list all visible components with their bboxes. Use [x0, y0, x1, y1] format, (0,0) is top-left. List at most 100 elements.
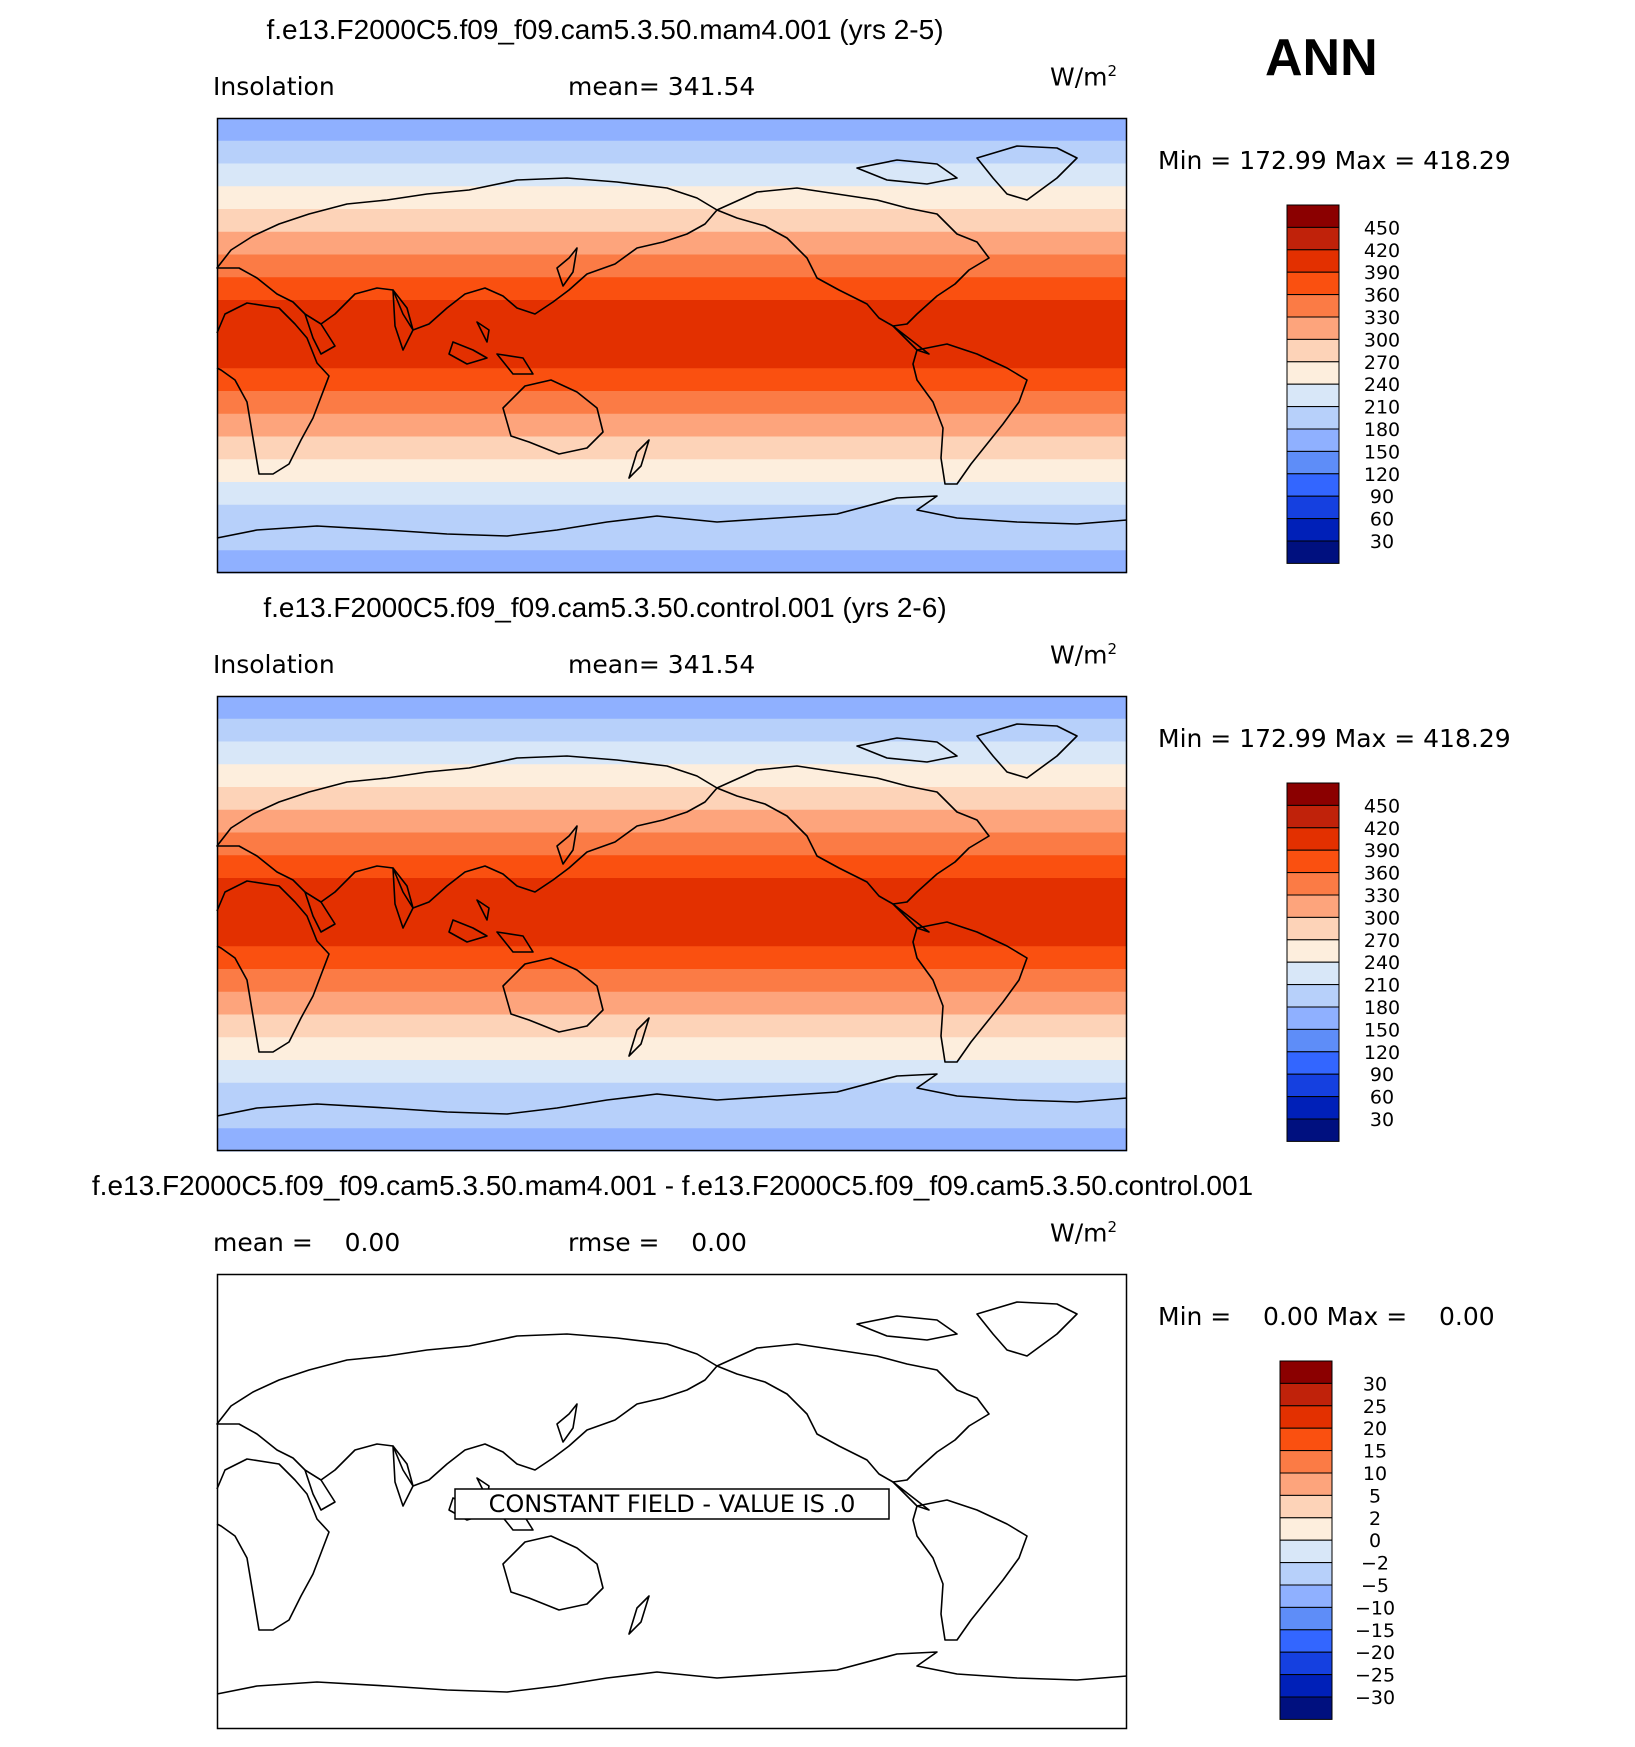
panel-3-rmse-label: rmse = 0.00 [568, 1228, 747, 1257]
zonal-band [217, 254, 1127, 278]
panel-2-title: f.e13.F2000C5.f09_f09.cam5.3.50.control.… [263, 592, 947, 623]
coastline [976, 723, 1078, 779]
zonal-band [217, 946, 1127, 970]
colorbar-tick-label: 330 [1364, 885, 1400, 907]
coastline [216, 1458, 330, 1631]
zonal-band [217, 368, 1127, 392]
colorbar-tick-label: 450 [1364, 217, 1400, 239]
panel-3-units: W/m2 [1050, 1218, 1118, 1248]
colorbar-tick-label: 20 [1363, 1418, 1387, 1440]
zonal-band [217, 696, 1127, 720]
panel-2-units: W/m2 [1050, 640, 1118, 670]
colorbar-tick-label: 420 [1364, 240, 1400, 262]
coastline [496, 931, 534, 953]
colorbar-tick-label: −30 [1355, 1687, 1395, 1709]
colorbar-tick-label: 210 [1364, 975, 1400, 997]
panel-1-map [216, 117, 1128, 574]
constant-field-box [454, 1488, 890, 1520]
coastline [216, 302, 330, 475]
coastline [856, 737, 958, 763]
coastline [628, 1595, 650, 1635]
colorbar-box [1279, 1539, 1333, 1564]
colorbar-box [1286, 939, 1340, 963]
colorbar-box [1286, 872, 1340, 896]
zonal-band [217, 140, 1127, 164]
coastline [216, 177, 718, 331]
panel-1-variable-label: Insolation [213, 72, 335, 101]
map-frame [216, 117, 1128, 574]
zonal-band [217, 1060, 1127, 1084]
coastline [502, 379, 604, 455]
zonal-band [217, 832, 1127, 856]
coastline [912, 921, 1028, 1063]
zonal-band [217, 504, 1127, 528]
coastline [628, 439, 650, 479]
coastline [912, 1499, 1028, 1641]
coastline [448, 919, 488, 943]
colorbar-box [1286, 406, 1340, 430]
coastline [628, 1017, 650, 1057]
colorbar-tick-label: −15 [1355, 1620, 1395, 1642]
zonal-band [217, 482, 1127, 506]
zonal-band [217, 969, 1127, 993]
colorbar-box [1286, 1051, 1340, 1075]
colorbar-tick-label: 30 [1363, 1373, 1387, 1395]
panel-2-minmax: Min = 172.99 Max = 418.29 [1158, 724, 1511, 753]
colorbar-box [1286, 428, 1340, 452]
coastline [556, 1403, 578, 1443]
coastline [216, 1333, 718, 1487]
colorbar-box [1286, 361, 1340, 385]
colorbar-tick-label: 15 [1363, 1441, 1387, 1463]
colorbar-tick-label: 270 [1364, 930, 1400, 952]
coastline [392, 867, 414, 929]
zonal-band [217, 300, 1127, 324]
zonal-band [217, 550, 1127, 574]
colorbar-box [1286, 1118, 1340, 1142]
colorbar-box [1279, 1472, 1333, 1496]
colorbar-tick-label: 180 [1364, 997, 1400, 1019]
coastline [556, 825, 578, 865]
coastline [392, 1445, 414, 1507]
panel-1-minmax: Min = 172.99 Max = 418.29 [1158, 146, 1511, 175]
colorbar-box [1286, 316, 1340, 340]
colorbar-tick-label: 360 [1364, 285, 1400, 307]
panel-2-variable-label: Insolation [213, 650, 335, 679]
panel-2-mean-label: mean= 341.54 [568, 650, 756, 679]
colorbar-tick-label: 240 [1364, 952, 1400, 974]
zonal-band [217, 923, 1127, 947]
colorbar-box [1279, 1494, 1333, 1519]
coastline [216, 495, 1128, 539]
coastline [976, 1301, 1078, 1357]
coastline [216, 880, 330, 1053]
colorbar-box [1279, 1651, 1333, 1676]
colorbar-box [1286, 804, 1340, 829]
coastline [716, 187, 990, 327]
colorbar-box [1286, 495, 1340, 520]
colorbar-box [1286, 204, 1340, 228]
colorbar-tick-label: −25 [1355, 1665, 1395, 1687]
colorbar-box [1286, 383, 1340, 408]
colorbar-box [1279, 1696, 1333, 1720]
coastline [476, 899, 490, 921]
colorbar-box [1286, 226, 1340, 251]
coastline [556, 247, 578, 287]
panel-1-title: f.e13.F2000C5.f09_f09.cam5.3.50.mam4.001… [266, 14, 944, 45]
zonal-band [217, 459, 1127, 483]
colorbar-tick-label: 300 [1364, 329, 1400, 351]
colorbar-box [1286, 849, 1340, 874]
colorbar-box [1286, 338, 1340, 363]
colorbar-tick-label: 300 [1364, 907, 1400, 929]
colorbar-tick-label: 330 [1364, 307, 1400, 329]
colorbar-tick-label: 450 [1364, 795, 1400, 817]
constant-field-label: CONSTANT FIELD - VALUE IS .0 [454, 1488, 890, 1520]
zonal-band [217, 345, 1127, 369]
season-label: ANN [1265, 29, 1378, 87]
zonal-band [217, 787, 1127, 811]
colorbar-tick-label: −10 [1355, 1597, 1395, 1619]
colorbar-box [1279, 1427, 1333, 1452]
colorbar-tick-label: 5 [1369, 1485, 1381, 1507]
colorbar-box [1286, 894, 1340, 918]
colorbar-box [1286, 827, 1340, 851]
zonal-band [217, 209, 1127, 233]
coastline [392, 289, 414, 351]
